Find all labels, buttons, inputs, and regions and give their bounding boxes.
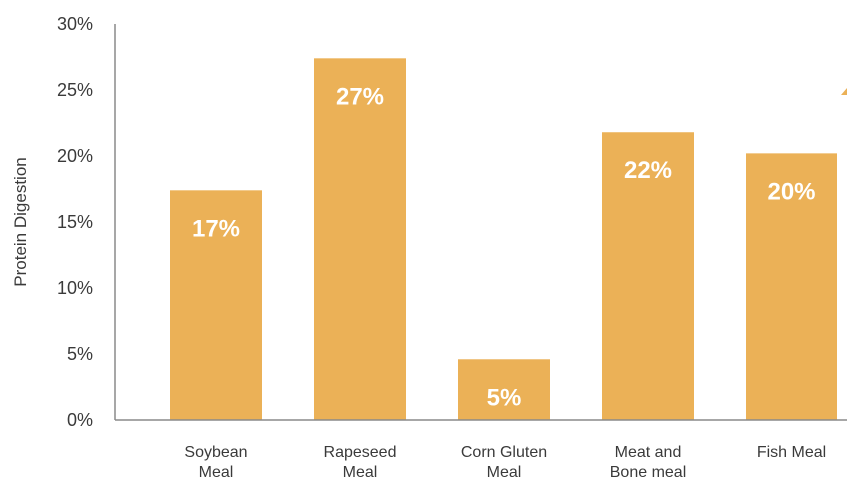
bar <box>746 153 837 421</box>
x-category-label: Meat and Bone meal <box>610 444 687 481</box>
y-tick-label: 25% <box>57 80 93 100</box>
y-tick-label: 30% <box>57 14 93 34</box>
x-category-label: Soybean Meal <box>184 444 247 481</box>
x-category-label: Corn Gluten Meal <box>461 444 547 481</box>
y-tick-label: 0% <box>67 410 93 430</box>
edge-marker-decoration <box>841 88 847 95</box>
y-tick-label: 10% <box>57 278 93 298</box>
bar-value-label: 27% <box>336 83 384 110</box>
bar-value-labels: 17% 27% 5% 22% 20% <box>192 83 816 411</box>
bar-value-label: 17% <box>192 215 240 242</box>
y-tick-label: 20% <box>57 146 93 166</box>
bar <box>602 132 694 421</box>
bar <box>314 58 406 420</box>
x-category-label: Fish Meal <box>757 444 826 461</box>
bar <box>170 190 262 420</box>
bars <box>170 58 837 421</box>
bar-value-label: 22% <box>624 157 672 184</box>
x-category-label: Rapeseed Meal <box>324 444 397 481</box>
bar <box>458 359 550 420</box>
bar-value-label: 5% <box>487 384 522 411</box>
y-tick-label: 5% <box>67 344 93 364</box>
y-tick-label: 15% <box>57 212 93 232</box>
x-axis-category-labels: Soybean Meal Rapeseed Meal Corn Gluten Meal Me… <box>184 444 826 481</box>
y-axis-title: Protein Digestion <box>11 157 30 286</box>
y-axis-ticks: 0% 5% 10% 15% 20% 25% 30% <box>57 14 93 430</box>
bar-value-label: 20% <box>767 178 815 205</box>
